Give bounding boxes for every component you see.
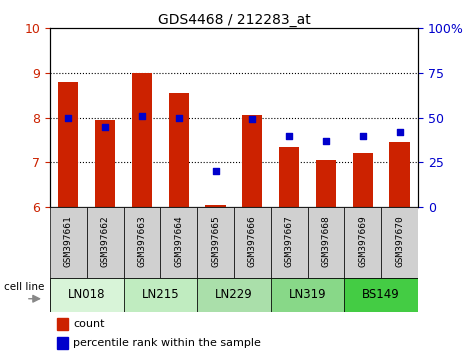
Bar [308,207,344,278]
Bar [124,278,197,312]
Text: GSM397667: GSM397667 [285,215,294,267]
Bar [50,278,124,312]
Bar [271,278,344,312]
Point [396,129,403,135]
Text: GSM397662: GSM397662 [101,215,110,267]
Text: count: count [73,319,104,329]
Bar [58,82,78,207]
Text: GSM397666: GSM397666 [248,215,257,267]
Text: GSM397665: GSM397665 [211,215,220,267]
Bar [169,93,189,207]
Point [285,133,293,138]
Bar [279,147,299,207]
Bar [271,207,308,278]
Bar [381,207,418,278]
Bar [57,337,67,349]
Bar [316,160,336,207]
Point [175,115,182,120]
Text: GSM397668: GSM397668 [322,215,331,267]
Bar [132,73,152,207]
Text: cell line: cell line [4,282,44,292]
Bar [160,207,197,278]
Bar [95,120,115,207]
Text: LN018: LN018 [68,288,105,301]
Title: GDS4468 / 212283_at: GDS4468 / 212283_at [158,13,310,27]
Bar [197,278,271,312]
Bar [344,278,418,312]
Bar [390,142,410,207]
Point [248,117,256,122]
Bar [242,115,263,207]
Bar [234,207,271,278]
Point [322,138,330,144]
Text: GSM397664: GSM397664 [174,215,183,267]
Bar [352,153,373,207]
Bar [124,207,160,278]
Text: LN215: LN215 [142,288,179,301]
Text: percentile rank within the sample: percentile rank within the sample [73,338,261,348]
Bar [344,207,381,278]
Text: LN229: LN229 [215,288,253,301]
Bar [86,207,124,278]
Text: GSM397663: GSM397663 [137,215,146,267]
Text: LN319: LN319 [289,288,326,301]
Text: GSM397661: GSM397661 [64,215,73,267]
Text: GSM397669: GSM397669 [358,215,367,267]
Bar [57,318,67,330]
Bar [50,207,86,278]
Point [65,115,72,120]
Bar [205,205,226,207]
Point [101,124,109,130]
Text: GSM397670: GSM397670 [395,215,404,267]
Point [138,113,146,119]
Bar [197,207,234,278]
Point [359,133,367,138]
Text: BS149: BS149 [362,288,400,301]
Point [212,169,219,174]
